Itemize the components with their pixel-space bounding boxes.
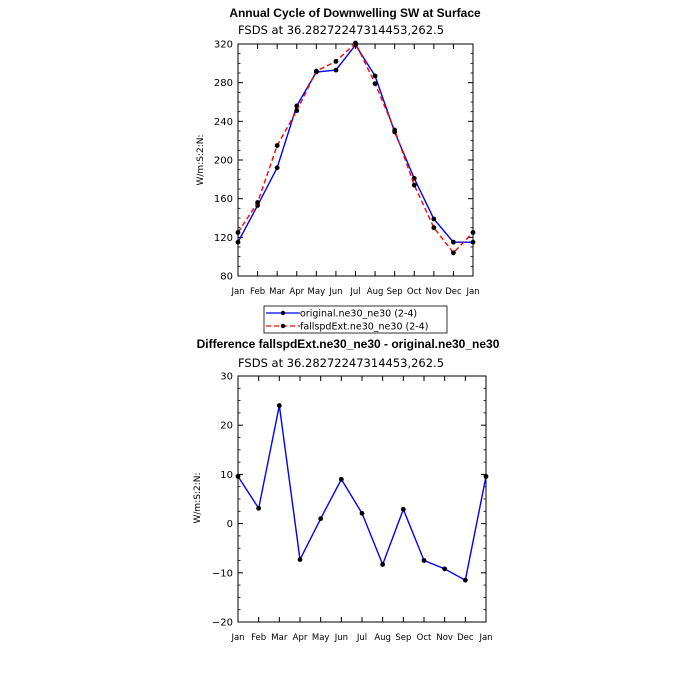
chart1-xtick-label: Jan bbox=[230, 287, 244, 297]
chart2-series-0-point bbox=[462, 577, 468, 583]
chart2-xtick-label: Apr bbox=[293, 633, 308, 643]
chart1-series-1-point bbox=[411, 182, 417, 188]
chart1-ytick-label: 280 bbox=[214, 78, 233, 89]
chart2-xtick-label: Sep bbox=[395, 633, 411, 643]
chart1-series-1-point bbox=[372, 81, 378, 87]
chart2-series-0-point bbox=[442, 566, 448, 572]
chart1-series-1-point bbox=[353, 40, 358, 46]
annual-cycle-chart: Annual Cycle of Downwelling SW at Surfac… bbox=[196, 6, 481, 334]
chart2-xtick-label: Mar bbox=[271, 633, 288, 643]
chart2-series-0-point bbox=[297, 557, 303, 562]
chart1-xtick-label: Nov bbox=[426, 287, 443, 297]
chart2-xtick-label: Jul bbox=[356, 633, 367, 643]
chart1-series-1-point bbox=[255, 200, 260, 205]
chart1-subtitle: FSDS at 36.28272247314453,262.5 bbox=[238, 23, 444, 37]
chart2-series-0-point bbox=[235, 473, 241, 479]
chart2-series-0-point bbox=[380, 562, 386, 567]
chart1-xtick-label: Dec bbox=[445, 287, 462, 297]
chart2-series-0-point bbox=[400, 506, 406, 512]
difference-chart: Difference fallspdExt.ne30_ne30 - origin… bbox=[193, 337, 500, 643]
chart2-ytick-label: 0 bbox=[227, 519, 233, 530]
chart1-series-1-point bbox=[451, 250, 456, 256]
chart1-series-1-point bbox=[294, 108, 300, 114]
chart1-ylabel: W/m:S:2:N: bbox=[196, 135, 206, 186]
chart1-xtick-label: Sep bbox=[387, 287, 403, 297]
chart2-series-0-point bbox=[483, 473, 489, 479]
chart1-plot-frame bbox=[237, 43, 474, 277]
chart1-xtick-label: Oct bbox=[407, 287, 422, 297]
chart1-title: Annual Cycle of Downwelling SW at Surfac… bbox=[229, 6, 481, 20]
chart2-xtick-label: May bbox=[312, 633, 330, 643]
chart1-series-0-point bbox=[411, 175, 417, 181]
chart1-series-1-point bbox=[470, 230, 476, 235]
chart2-xtick-label: Nov bbox=[436, 633, 453, 643]
chart1-xtick-label: Mar bbox=[269, 287, 286, 297]
chart2-ytick-label: 20 bbox=[220, 421, 233, 432]
chart2-series-0-point bbox=[359, 510, 365, 516]
chart1-series-1-point bbox=[274, 143, 280, 148]
chart1-series-1-point bbox=[235, 230, 241, 235]
chart2-ylabel: W/m:S:2:N: bbox=[193, 473, 203, 524]
chart1-series-1-point bbox=[392, 127, 398, 133]
chart1-series-1-point bbox=[313, 68, 319, 74]
chart1-series-0-point bbox=[372, 73, 378, 79]
chart2-series-line-0 bbox=[237, 405, 487, 582]
chart1-ytick-label: 80 bbox=[220, 272, 233, 283]
legend-marker-fallspdext bbox=[280, 323, 286, 329]
chart2-xtick-label: Feb bbox=[251, 633, 266, 643]
chart1-ytick-label: 200 bbox=[214, 156, 233, 167]
chart1-series-0-point bbox=[451, 239, 456, 245]
chart2-ytick-label: −10 bbox=[212, 568, 233, 579]
chart1-xtick-label: May bbox=[308, 287, 326, 297]
chart1-ytick-label: 160 bbox=[214, 194, 233, 205]
chart2-series-0-point bbox=[421, 558, 427, 563]
chart1-series-1-point bbox=[431, 225, 437, 231]
chart2-series-0-point bbox=[256, 505, 262, 511]
chart2-xtick-label: Jan bbox=[478, 633, 492, 643]
chart1-series-line-0 bbox=[237, 43, 473, 243]
chart1-series-0-point bbox=[274, 165, 280, 171]
chart1-series-0-point bbox=[333, 67, 339, 73]
chart1-ytick-label: 320 bbox=[214, 40, 233, 51]
chart2-series-0-point bbox=[276, 403, 282, 408]
chart2-xtick-label: Jan bbox=[230, 633, 244, 643]
chart1-legend: original.ne30_ne30 (2-4) fallspdExt.ne30… bbox=[263, 305, 448, 334]
legend-marker-original bbox=[280, 310, 286, 316]
chart1-xtick-label: Aug bbox=[367, 287, 384, 297]
chart1-series-0-point bbox=[235, 239, 241, 245]
chart2-ytick-label: −20 bbox=[212, 618, 233, 629]
chart2-ytick-label: 30 bbox=[220, 372, 233, 383]
legend-label-fallspdext: fallspdExt.ne30_ne30 (2-4) bbox=[300, 322, 428, 333]
chart1-xtick-label: Apr bbox=[289, 287, 304, 297]
legend-label-original: original.ne30_ne30 (2-4) bbox=[300, 309, 417, 320]
chart1-xtick-label: Feb bbox=[250, 287, 265, 297]
legend-box bbox=[263, 305, 448, 334]
chart1-series-1-point bbox=[333, 59, 339, 64]
chart1-xtick-label: Jun bbox=[328, 287, 342, 297]
chart2-xtick-label: Jun bbox=[334, 633, 348, 643]
chart1-xtick-label: Jan bbox=[465, 287, 479, 297]
chart2-plot-frame bbox=[237, 375, 487, 623]
chart1-ytick-label: 240 bbox=[214, 117, 233, 128]
chart2-subtitle: FSDS at 36.28272247314453,262.5 bbox=[238, 356, 444, 370]
chart2-xtick-label: Oct bbox=[417, 633, 432, 643]
chart1-ytick-label: 120 bbox=[214, 233, 233, 244]
chart2-xtick-label: Dec bbox=[457, 633, 474, 643]
chart1-xtick-label: Jul bbox=[349, 287, 360, 297]
chart1-series-line-1 bbox=[237, 41, 474, 254]
chart2-xtick-label: Aug bbox=[374, 633, 391, 643]
chart2-ytick-label: 10 bbox=[220, 470, 233, 481]
chart1-series-0-point bbox=[431, 216, 437, 222]
chart2-series-0-point bbox=[338, 476, 344, 482]
chart1-series-0-point bbox=[470, 239, 476, 245]
chart2-title: Difference fallspdExt.ne30_ne30 - origin… bbox=[197, 337, 500, 351]
chart2-series-0-point bbox=[318, 516, 324, 522]
